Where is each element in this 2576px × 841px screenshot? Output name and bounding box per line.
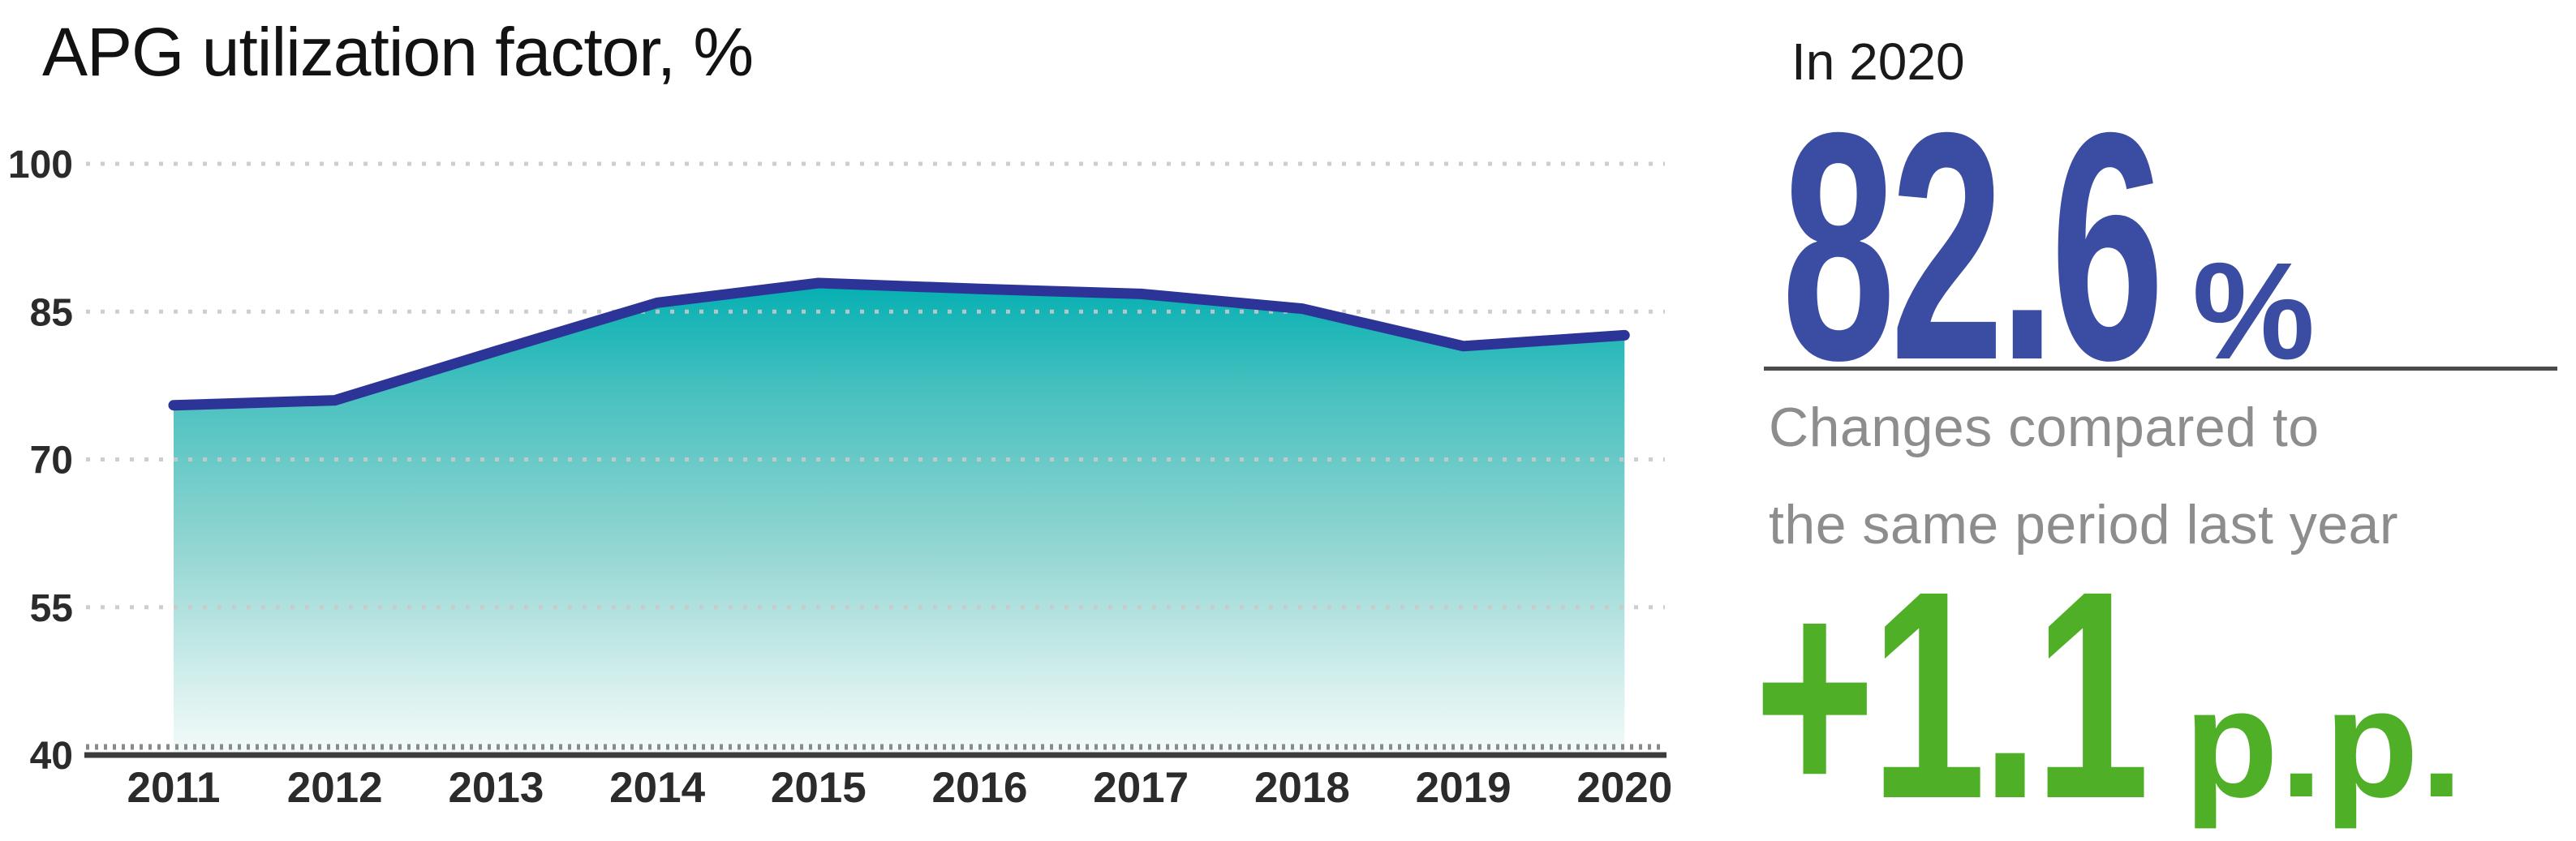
series-line: [168, 277, 1630, 411]
x-axis-label-2018: 2018: [1254, 764, 1350, 812]
divider-line: [1764, 367, 2557, 371]
value-number: 82.6: [1782, 65, 2165, 427]
caption-line1: Changes compared to: [1769, 397, 2320, 458]
x-axis-label-2012: 2012: [287, 764, 383, 812]
utilization-area-chart: 40 55 70 85 100 2011 2012 2013 2014 2015 2016 2017 2…: [8, 144, 1672, 812]
x-axis-label-2016: 2016: [932, 764, 1028, 812]
period-label: In 2020: [1791, 32, 1965, 91]
x-axis-label-2020: 2020: [1576, 764, 1672, 812]
y-axis-label-55: 55: [30, 587, 73, 630]
change-number: +1.1: [1754, 530, 2150, 841]
x-axis-label-2013: 2013: [448, 764, 544, 812]
y-axis-label-40: 40: [30, 735, 73, 778]
y-axis-label-100: 100: [8, 144, 73, 187]
x-axis-label-2011: 2011: [127, 764, 221, 812]
x-axis-label-2017: 2017: [1093, 764, 1189, 812]
x-axis-label-2015: 2015: [771, 764, 867, 812]
y-axis-label-70: 70: [30, 440, 73, 483]
area-fill: [174, 283, 1625, 753]
chart-title: APG utilization factor, %: [42, 14, 754, 90]
value-unit: %: [2192, 234, 2316, 388]
y-axis-label-85: 85: [30, 291, 73, 334]
change-caption: Changes compared to the same period last…: [1769, 380, 2398, 573]
caption-line2: the same period last year: [1769, 493, 2399, 556]
change-unit: p.p.: [2184, 658, 2465, 830]
x-axis-label-2014: 2014: [609, 764, 705, 812]
x-axis-label-2019: 2019: [1416, 764, 1512, 812]
